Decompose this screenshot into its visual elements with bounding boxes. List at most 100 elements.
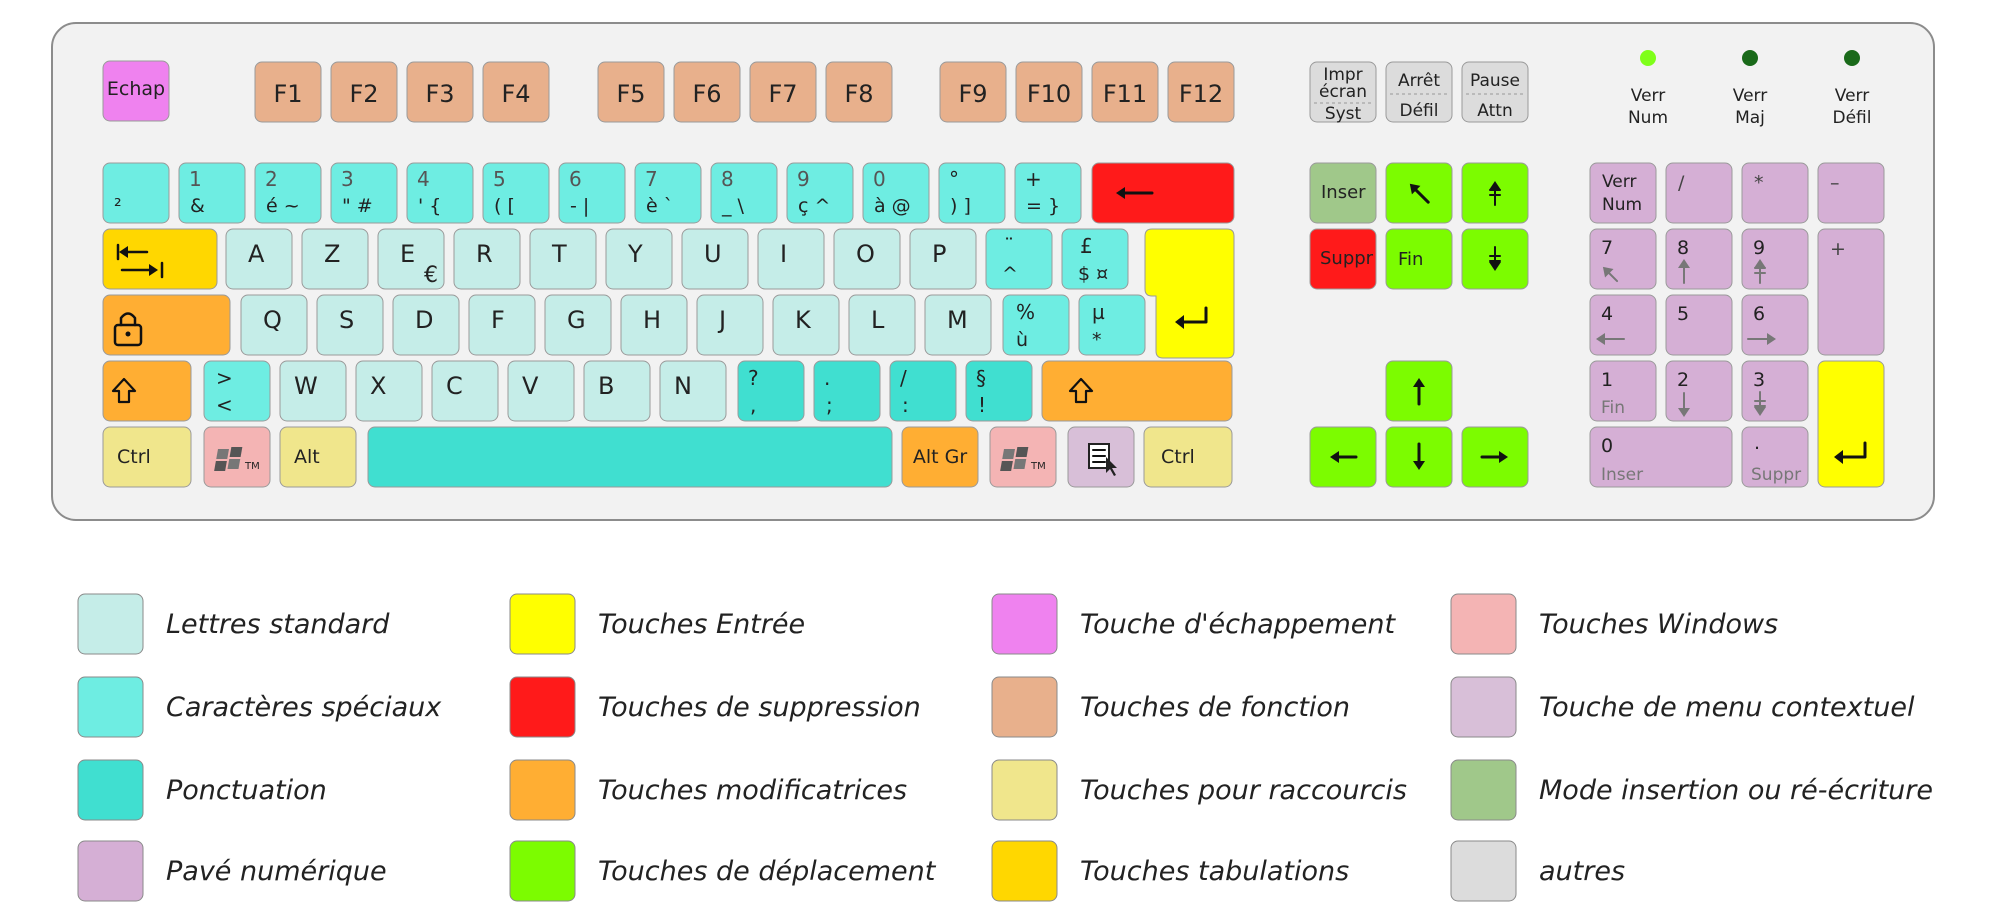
letter-key-u[interactable]: U [681,228,749,290]
letter-key-r[interactable]: R [453,228,521,290]
number-row-key[interactable]: + = } [1014,162,1082,224]
left-shift-key[interactable] [102,360,192,422]
letter-key-e[interactable]: E€ [377,228,445,290]
numpad-key-1[interactable]: 1 Fin [1589,360,1657,422]
letter-key-y[interactable]: Y [605,228,673,290]
home-key[interactable] [1385,162,1453,224]
number-row-key[interactable]: 9 ç ^ [786,162,854,224]
pause-key[interactable]: Pause Attn [1461,61,1529,123]
letter-key-w[interactable]: W [279,360,347,422]
number-row-key[interactable]: ² [102,162,170,224]
letter-key-k[interactable]: K [772,294,840,356]
special-key[interactable]: µ* [1078,294,1146,356]
letter-key-q[interactable]: Q [240,294,308,356]
special-key[interactable]: £ $ ¤ [1061,228,1129,290]
letter-key-c[interactable]: C [431,360,499,422]
number-row-key[interactable]: 3 " # [330,162,398,224]
left-ctrl-key[interactable]: Ctrl [102,426,192,488]
function-key-7[interactable]: F7 [749,61,817,123]
function-key-4[interactable]: F4 [482,61,550,123]
function-key-9[interactable]: F9 [939,61,1007,123]
context-menu-key[interactable] [1067,426,1135,488]
function-key-6[interactable]: F6 [673,61,741,123]
arrow-right-key[interactable] [1461,426,1529,488]
enter-key[interactable] [1144,228,1235,359]
numpad-key-9[interactable]: 9 [1741,228,1809,290]
letter-key-l[interactable]: L [848,294,916,356]
backspace-key[interactable] [1091,162,1235,224]
function-key-10[interactable]: F10 [1015,61,1083,123]
scroll-lock-key[interactable]: Arrêt Défil [1385,61,1453,123]
number-row-key[interactable]: 0 à @ [862,162,930,224]
insert-key[interactable]: Inser [1309,162,1377,224]
letter-key-g[interactable]: G [544,294,612,356]
numpad-key-3[interactable]: 3 [1741,360,1809,422]
numpad-num-lock-key[interactable]: Verr Num [1589,162,1657,224]
letter-key-z[interactable]: Z [301,228,369,290]
left-alt-key[interactable]: Alt [279,426,357,488]
right-shift-key[interactable] [1041,360,1233,422]
page-down-key[interactable] [1461,228,1529,290]
numpad-key-2[interactable]: 2 [1665,360,1733,422]
number-row-key[interactable]: 1& [178,162,246,224]
left-windows-key[interactable]: TM [203,426,271,488]
page-up-key[interactable] [1461,162,1529,224]
alt-gr-key[interactable]: Alt Gr [901,426,979,488]
numpad-key-6[interactable]: 6 [1741,294,1809,356]
function-key-12[interactable]: F12 [1167,61,1235,123]
space-bar[interactable] [367,426,893,488]
numpad-divide-key[interactable]: / [1665,162,1733,224]
less-greater-key[interactable]: >< [203,360,271,422]
tab-key[interactable] [102,228,218,290]
letter-key-h[interactable]: H [620,294,688,356]
numpad-minus-key[interactable]: – [1817,162,1885,224]
number-row-key[interactable]: 8 _ \ [710,162,778,224]
special-key[interactable]: %ù [1002,294,1070,356]
end-key[interactable]: Fin [1385,228,1453,290]
function-key-5[interactable]: F5 [597,61,665,123]
numpad-key-4[interactable]: 4 [1589,294,1657,356]
number-row-key[interactable]: 2 é ~ [254,162,322,224]
numpad-zero-key[interactable]: 0 Inser [1589,426,1733,488]
letter-key-b[interactable]: B [583,360,651,422]
function-key-11[interactable]: F11 [1091,61,1159,123]
letter-key-a[interactable]: A [225,228,293,290]
arrow-up-key[interactable] [1385,360,1453,422]
right-ctrl-key[interactable]: Ctrl [1143,426,1233,488]
numpad-key-5[interactable]: 5 [1665,294,1733,356]
punctuation-key[interactable]: .; [813,360,881,422]
numpad-key-8[interactable]: 8 [1665,228,1733,290]
numpad-multiply-key[interactable]: * [1741,162,1809,224]
punctuation-key[interactable]: ?, [737,360,805,422]
function-key-8[interactable]: F8 [825,61,893,123]
letter-key-d[interactable]: D [392,294,460,356]
function-key-1[interactable]: F1 [254,61,322,123]
letter-key-v[interactable]: V [507,360,575,422]
letter-key-m[interactable]: M [924,294,992,356]
letter-key-f[interactable]: F [468,294,536,356]
caps-lock-key[interactable] [102,294,231,356]
punctuation-key[interactable]: /: [889,360,957,422]
number-row-key[interactable]: 6 - | [558,162,626,224]
number-row-key[interactable]: °) ] [938,162,1006,224]
arrow-down-key[interactable] [1385,426,1453,488]
letter-key-x[interactable]: X [355,360,423,422]
arrow-left-key[interactable] [1309,426,1377,488]
special-key[interactable]: ¨^ [985,228,1053,290]
letter-key-j[interactable]: J [696,294,764,356]
numpad-enter-key[interactable] [1817,360,1885,488]
letter-key-i[interactable]: I [757,228,825,290]
punctuation-key[interactable]: §! [965,360,1033,422]
numpad-plus-key[interactable]: + [1817,228,1885,356]
numpad-dot-key[interactable]: . Suppr [1741,426,1809,488]
number-row-key[interactable]: 5 ( [ [482,162,550,224]
number-row-key[interactable]: 4 ' { [406,162,474,224]
number-row-key[interactable]: 7 è ` [634,162,702,224]
delete-key[interactable]: Suppr [1309,228,1377,290]
letter-key-n[interactable]: N [659,360,727,422]
function-key-3[interactable]: F3 [406,61,474,123]
function-key-2[interactable]: F2 [330,61,398,123]
letter-key-p[interactable]: P [909,228,977,290]
letter-key-s[interactable]: S [316,294,384,356]
